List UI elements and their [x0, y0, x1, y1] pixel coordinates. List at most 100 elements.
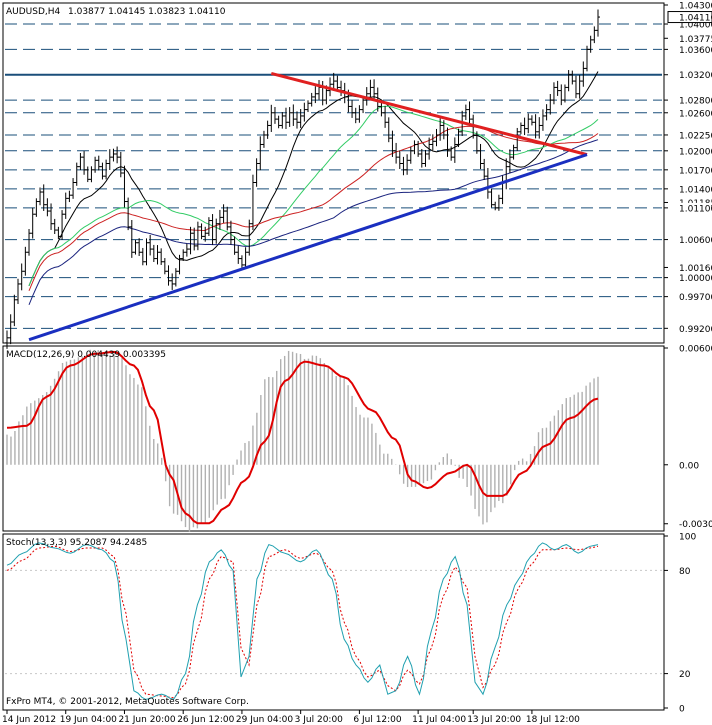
price-bar — [566, 70, 571, 92]
ma-navy-line — [28, 139, 599, 305]
price-bar — [427, 137, 432, 160]
stochastic-tick-label: 100 — [679, 533, 696, 543]
price-label-bg — [668, 33, 711, 44]
time-tick-label: 13 Jul 20:00 — [467, 715, 521, 725]
price-bar — [276, 115, 281, 129]
price-bar — [228, 220, 233, 245]
price-bar — [214, 218, 219, 244]
price-bar — [478, 143, 483, 170]
price-bar — [559, 84, 564, 106]
price-bar — [408, 146, 413, 164]
price-bar — [155, 245, 160, 265]
price-bar — [137, 238, 142, 256]
price-bar — [250, 174, 255, 231]
price-bar — [122, 165, 127, 208]
price-bar — [78, 152, 83, 171]
time-axis: 14 Jun 2012 19 Jun 04:00 21 Jun 20:00 26 Ju… — [2, 710, 580, 725]
price-bar — [151, 244, 156, 262]
price-tick-label: 1.03200 — [679, 71, 712, 81]
price-bar — [533, 114, 538, 139]
price-bar — [118, 151, 123, 178]
stochastic-signal-line — [6, 545, 599, 699]
price-label-bg — [668, 44, 711, 55]
ma-fast-line — [28, 71, 599, 286]
price-bar — [258, 136, 263, 171]
price-bar — [430, 134, 435, 151]
price-label-bg — [668, 291, 711, 302]
stochastic-panel-frame — [2, 533, 665, 711]
price-bar — [412, 140, 417, 155]
price-bar — [159, 248, 164, 265]
price-bar — [82, 151, 87, 175]
price-bar — [170, 273, 175, 290]
price-bar — [217, 209, 222, 230]
price-bar — [177, 254, 182, 275]
price-tick-label: 1.01400 — [679, 185, 712, 195]
price-bar — [309, 92, 314, 107]
price-bar — [206, 217, 211, 237]
price-bar — [364, 87, 369, 106]
price-bar — [313, 86, 318, 104]
price-bar — [515, 127, 520, 151]
stochastic-lines — [6, 542, 599, 700]
price-bar — [85, 166, 90, 183]
price-panel-frame — [2, 2, 665, 344]
price-bar — [474, 131, 479, 154]
price-bar — [243, 247, 248, 270]
price-bar — [397, 150, 402, 170]
price-bar — [372, 79, 377, 101]
price-bar — [423, 149, 428, 167]
price-bar — [67, 190, 72, 203]
price-bar — [493, 201, 498, 211]
price-bar — [27, 229, 32, 256]
price-label-bg — [668, 197, 711, 208]
price-bar — [537, 117, 542, 139]
price-bar — [89, 166, 94, 183]
price-tick-label: 1.02600 — [679, 109, 712, 119]
moving-averages — [28, 71, 599, 305]
price-bar — [166, 265, 171, 286]
time-tick-label: 19 Jun 04:00 — [60, 715, 117, 725]
macd-tick-label: 0.00 — [679, 461, 699, 471]
price-bar — [419, 148, 424, 168]
price-label-bg — [668, 272, 711, 283]
price-tick-label: 1.03600 — [679, 46, 712, 56]
price-bar — [221, 204, 226, 223]
price-label-bg — [668, 262, 711, 273]
price-tick-label: 0.99200 — [679, 325, 712, 335]
price-bar — [287, 107, 292, 127]
price-tick-label: 1.02250 — [679, 131, 712, 141]
price-tick-label: 1.01700 — [679, 166, 712, 176]
price-bar — [548, 94, 553, 115]
price-label-bg — [668, 107, 711, 118]
price-bar — [247, 219, 252, 256]
time-tick-label: 29 Jun 04:00 — [236, 715, 293, 725]
price-tick-label: 1.01100 — [679, 204, 712, 214]
price-bar — [581, 61, 586, 87]
price-bar — [456, 128, 461, 148]
price-bar — [100, 162, 105, 180]
price-label-bg — [668, 202, 711, 213]
time-tick-label: 21 Jun 20:00 — [118, 715, 175, 725]
price-bar — [401, 156, 406, 176]
price-bar — [107, 149, 112, 171]
price-bar — [63, 192, 68, 219]
time-tick-label: 11 Jul 04:00 — [412, 715, 466, 725]
macd-panel-frame — [2, 345, 665, 532]
price-bar — [269, 104, 274, 132]
price-bar — [596, 9, 600, 37]
price-bar — [133, 239, 138, 255]
price-bar — [331, 72, 336, 91]
price-label-bg — [668, 0, 711, 10]
price-tick-label: 1.02000 — [679, 147, 712, 157]
price-bar — [361, 95, 366, 114]
price-tick-label: 1.00160 — [679, 264, 712, 274]
price-bar — [416, 140, 421, 157]
price-bar — [184, 243, 189, 257]
price-bar — [507, 149, 512, 174]
macd-tick-label: -0.00303 — [679, 520, 712, 530]
price-bar — [96, 155, 101, 171]
